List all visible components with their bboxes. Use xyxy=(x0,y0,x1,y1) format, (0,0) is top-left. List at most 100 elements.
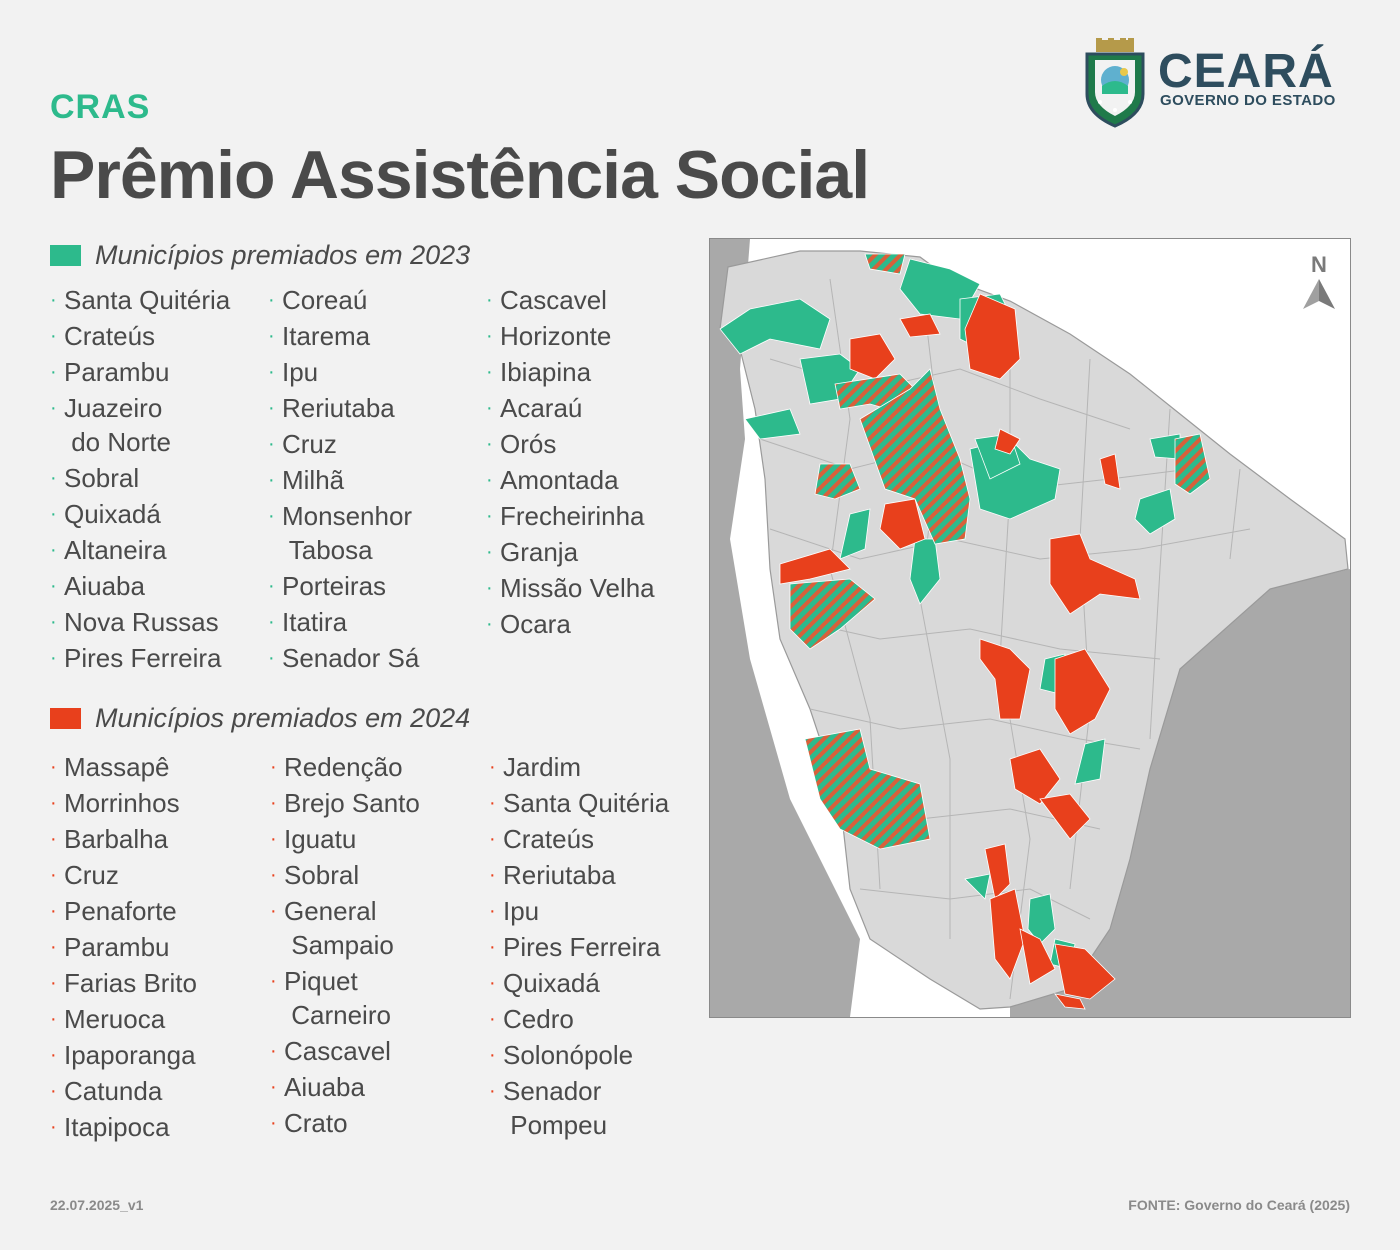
municipality-name: Orós xyxy=(500,429,557,459)
bullet-icon: · xyxy=(268,575,275,597)
legend-2024-label: Municípios premiados em 2024 xyxy=(95,703,471,733)
municipality-2023-item: · Senador Sá xyxy=(268,641,483,675)
municipality-2023-item: · Acaraú xyxy=(486,391,701,425)
municipality-2024-item: · Penaforte xyxy=(50,894,265,928)
municipality-2023-item: · Altaneira xyxy=(50,533,265,567)
ceara-municipalities-map: N xyxy=(710,239,1350,1017)
bullet-icon: · xyxy=(50,539,57,561)
municipality-2023-item: · Missão Velha xyxy=(486,571,701,605)
bullet-icon: · xyxy=(268,397,275,419)
bullet-icon: · xyxy=(270,1040,277,1062)
version-label: 22.07.2025_v1 xyxy=(50,1197,144,1213)
municipality-2024-item: · Cedro xyxy=(489,1002,704,1036)
municipality-name: Senador Sá xyxy=(282,643,420,673)
municipality-name: Jardim xyxy=(503,752,582,782)
bullet-icon: · xyxy=(270,828,277,850)
municipality-name: Catunda xyxy=(64,1076,163,1106)
bullet-icon: · xyxy=(50,325,57,347)
municipality-2024-item: · General Sampaio xyxy=(270,894,485,962)
municipality-2023-item: · Coreaú xyxy=(268,283,483,317)
municipality-name: Milhã xyxy=(282,465,345,495)
municipality-2023-item: · Ocara xyxy=(486,607,701,641)
bullet-icon: · xyxy=(268,289,275,311)
municipality-2023-item: · Crateús xyxy=(50,319,265,353)
bullet-icon: · xyxy=(489,1044,496,1066)
legend-2023-label: Municípios premiados em 2023 xyxy=(95,240,471,270)
municipality-2023-item: · Horizonte xyxy=(486,319,701,353)
bullet-icon: · xyxy=(489,900,496,922)
municipality-2024-item: · Meruoca xyxy=(50,1002,265,1036)
bullet-icon: · xyxy=(268,505,275,527)
bullet-icon: · xyxy=(50,828,57,850)
bullet-icon: · xyxy=(270,792,277,814)
municipality-name: Brejo Santo xyxy=(284,788,420,818)
bullet-icon: · xyxy=(50,611,57,633)
municipality-name: Santa Quitéria xyxy=(64,285,231,315)
bullet-icon: · xyxy=(486,397,493,419)
municipality-2023-item: · Monsenhor Tabosa xyxy=(268,499,483,567)
municipalities-2023 xyxy=(719,258,1181,970)
bullet-icon: · xyxy=(268,647,275,669)
bullet-icon: · xyxy=(489,756,496,778)
municipality-name: Cascavel xyxy=(284,1036,391,1066)
bullet-icon: · xyxy=(268,469,275,491)
municipality-name: Cruz xyxy=(64,860,119,890)
bullet-icon: · xyxy=(270,900,277,922)
bullet-icon: · xyxy=(50,289,57,311)
municipality-name: Ocara xyxy=(500,609,571,639)
bullet-icon: · xyxy=(486,361,493,383)
municipalities-2024 xyxy=(779,293,1141,1010)
bullet-icon: · xyxy=(50,361,57,383)
municipality-name: Sobral xyxy=(64,463,140,493)
bullet-icon: · xyxy=(50,467,57,489)
logo-name: CEARÁ xyxy=(1158,45,1334,98)
bullet-icon: · xyxy=(268,433,275,455)
list-2023-column-3: · Cascavel · Horizonte · Ibiapina · Acaraú · Orós… xyxy=(486,283,701,643)
municipality-name: Santa Quitéria xyxy=(503,788,670,818)
legend-2024: Municípios premiados em 2024 xyxy=(50,703,470,734)
bullet-icon: · xyxy=(489,864,496,886)
municipality-2023-item: · Cruz xyxy=(268,427,483,461)
municipality-name: Penaforte xyxy=(64,896,177,926)
bullet-icon: · xyxy=(486,469,493,491)
municipality-name: Ipu xyxy=(282,357,319,387)
bullet-icon: · xyxy=(486,325,493,347)
list-2024-column-2: · Redenção · Brejo Santo · Iguatu · Sobral · Gene… xyxy=(270,750,485,1142)
list-2024-column-3: · Jardim · Santa Quitéria · Crateús · Reriutaba… xyxy=(489,750,704,1144)
municipality-2024-item: · Ipu xyxy=(489,894,704,928)
municipality-2023-item: · Ipu xyxy=(268,355,483,389)
municipality-name: Aiuaba xyxy=(284,1072,365,1102)
municipality-name: Nova Russas xyxy=(64,607,219,637)
municipality-2024-item: · Catunda xyxy=(50,1074,265,1108)
municipality-2024-item: · Crateús xyxy=(489,822,704,856)
municipality-name: Granja xyxy=(500,537,579,567)
municipality-2024-item: · Cruz xyxy=(50,858,265,892)
municipality-2024-item: · Piquet Carneiro xyxy=(270,964,485,1032)
bullet-icon: · xyxy=(489,792,496,814)
municipality-name: Redenção xyxy=(284,752,403,782)
municipality-name: Solonópole xyxy=(503,1040,634,1070)
municipality-name: Quixadá xyxy=(64,499,161,529)
logo-subtitle: GOVERNO DO ESTADO xyxy=(1160,92,1336,109)
municipality-name: Senador Pompeu xyxy=(503,1076,608,1140)
north-label: N xyxy=(1311,252,1327,277)
municipality-2023-item: · Nova Russas xyxy=(50,605,265,639)
municipality-name: Crato xyxy=(284,1108,348,1138)
municipality-name: Sobral xyxy=(284,860,360,890)
municipality-2023-item: · Juazeiro do Norte xyxy=(50,391,265,459)
municipality-2024-item: · Quixadá xyxy=(489,966,704,1000)
municipality-2024-item: · Solonópole xyxy=(489,1038,704,1072)
municipality-name: Horizonte xyxy=(500,321,612,351)
municipality-2024-item: · Crato xyxy=(270,1106,485,1140)
bullet-icon: · xyxy=(50,792,57,814)
north-arrow-icon: N xyxy=(1303,252,1335,309)
municipality-2023-item: · Sobral xyxy=(50,461,265,495)
ceara-map: N xyxy=(709,238,1351,1018)
municipality-name: Acaraú xyxy=(500,393,583,423)
list-2023-column-2: · Coreaú · Itarema · Ipu · Reriutaba · Cruz · Milhã… xyxy=(268,283,483,677)
municipality-2023-item: · Granja xyxy=(486,535,701,569)
bullet-icon: · xyxy=(50,756,57,778)
neighbor-state-east xyxy=(1010,569,1350,1017)
bullet-icon: · xyxy=(489,972,496,994)
municipality-name: Quixadá xyxy=(503,968,600,998)
